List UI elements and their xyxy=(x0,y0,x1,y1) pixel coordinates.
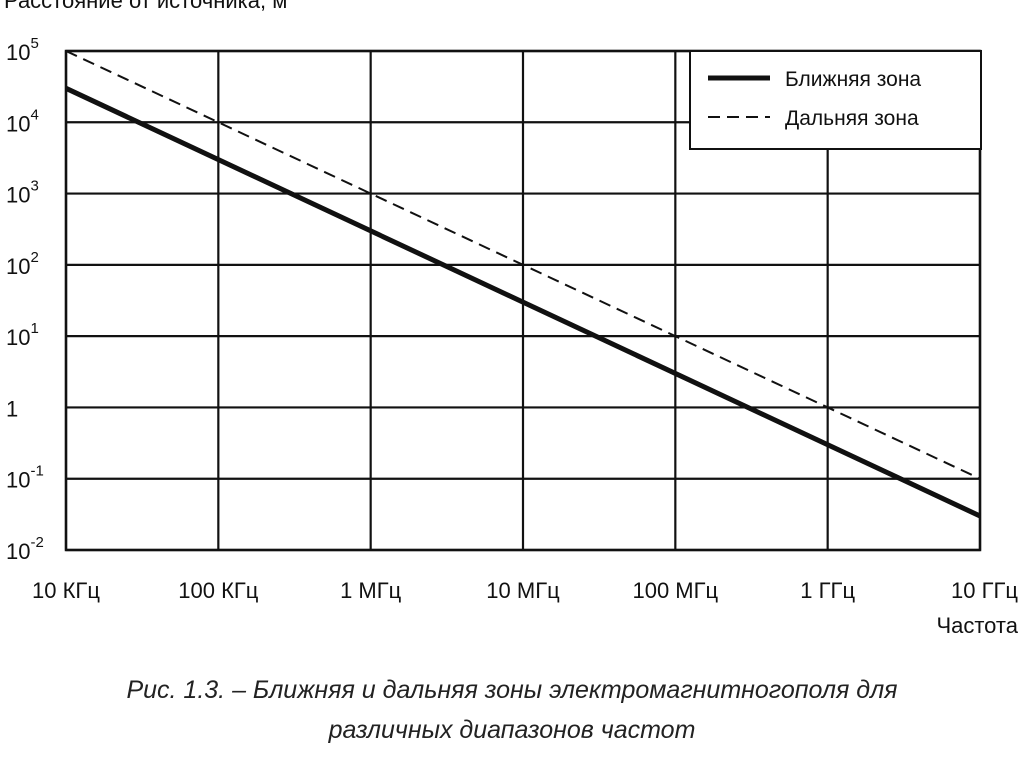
y-tick-label: 103 xyxy=(6,178,39,208)
y-tick-label: 1 xyxy=(6,396,18,421)
x-axis-label: Частота xyxy=(936,613,1018,638)
legend-label-near-zone: Ближняя зона xyxy=(785,68,921,91)
figure-caption-line-1: Рис. 1.3. – Ближняя и дальняя зоны элект… xyxy=(126,676,898,704)
figure-caption-line-2: различных диапазонов частот xyxy=(328,716,696,744)
y-tick-label: 101 xyxy=(6,320,39,350)
x-tick-labels: 10 КГц 100 КГц 1 МГц 10 МГц 100 МГц 1 ГГц 10 Г… xyxy=(32,578,1018,603)
plot-frame xyxy=(64,49,982,552)
series-near-zone-line xyxy=(64,86,982,519)
x-tick-label: 1 ГГц xyxy=(800,578,855,603)
y-tick-label: 102 xyxy=(6,249,39,279)
x-tick-label: 10 ГГц xyxy=(951,578,1018,603)
x-tick-label: 100 КГц xyxy=(178,578,259,603)
y-tick-label: 105 xyxy=(6,35,39,65)
legend: Ближняя зона Дальняя зона xyxy=(689,50,982,150)
x-tick-label: 100 МГц xyxy=(632,578,718,603)
x-tick-label: 10 МГц xyxy=(486,578,560,603)
x-tick-label: 1 МГц xyxy=(340,578,402,603)
legend-label-far-zone: Дальняя зона xyxy=(785,107,919,130)
y-tick-label: 104 xyxy=(6,106,39,136)
series-layer xyxy=(64,50,982,519)
y-axis-label: Расстояние от источника, м xyxy=(4,0,287,13)
y-tick-label: 10-1 xyxy=(6,463,44,493)
legend-box xyxy=(689,50,982,150)
y-tick-labels: 105 104 103 102 101 1 10-1 10-2 xyxy=(6,35,44,564)
x-tick-label: 10 КГц xyxy=(32,578,100,603)
series-far-zone-line xyxy=(65,50,981,480)
y-tick-label: 10-2 xyxy=(6,534,44,564)
